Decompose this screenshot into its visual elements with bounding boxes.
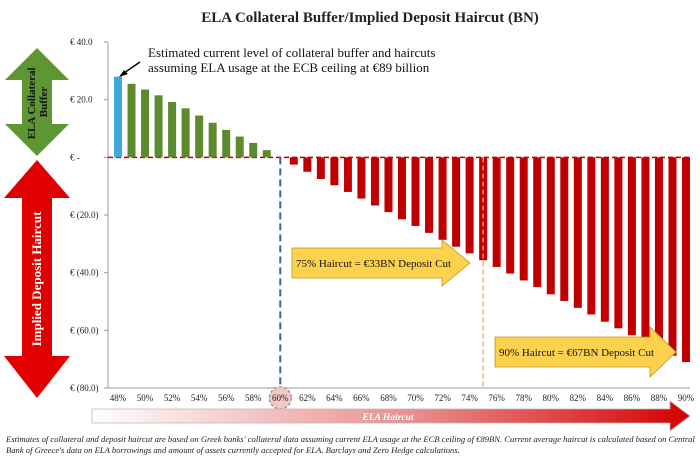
- bar: [614, 157, 623, 329]
- bar: [141, 89, 150, 158]
- bar: [289, 157, 298, 165]
- y-tick-label: € (60.0): [70, 325, 99, 335]
- current-level-bar: [114, 76, 122, 158]
- x-tick-label: 72%: [434, 393, 451, 403]
- x-tick-label: 66%: [353, 393, 370, 403]
- bar: [682, 157, 690, 363]
- bar: [154, 95, 163, 158]
- bar: [235, 136, 244, 158]
- x-axis-arrow: [91, 400, 691, 432]
- buffer-side-arrow: [5, 48, 69, 156]
- x-tick-label: 48%: [110, 393, 127, 403]
- x-tick-label: 52%: [164, 393, 181, 403]
- haircut-90-callout-text: 90% Haircut = €67BN Deposit Cut: [499, 347, 654, 359]
- bar: [222, 129, 231, 158]
- bar: [465, 157, 474, 254]
- bar: [384, 157, 393, 213]
- bar: [249, 142, 258, 158]
- x-tick-label: 64%: [326, 393, 343, 403]
- y-tick-label: € 20.0: [70, 95, 93, 105]
- bar: [330, 157, 339, 186]
- bar: [370, 157, 379, 206]
- bar: [600, 157, 609, 322]
- bar: [181, 108, 190, 158]
- x-tick-label: 60%: [272, 393, 289, 403]
- x-tick-label: 70%: [407, 393, 424, 403]
- bar: [573, 157, 582, 308]
- x-tick-label: 90%: [678, 393, 695, 403]
- bar: [411, 157, 420, 226]
- bar: [452, 157, 461, 247]
- haircut-side-label: Implied Deposit Haircut: [29, 211, 44, 346]
- buffer-side-label: ELA Collateral Buffer: [26, 65, 50, 140]
- y-tick-label: € -: [70, 152, 80, 162]
- haircut-side-arrow: [4, 160, 70, 398]
- bar: [519, 157, 528, 281]
- x-tick-label: 62%: [299, 393, 316, 403]
- x-tick-label: 76%: [488, 393, 505, 403]
- bar: [127, 83, 136, 158]
- x-tick-label: 54%: [191, 393, 208, 403]
- bar: [492, 157, 501, 267]
- current-note: Estimated current level of collateral bu…: [148, 45, 439, 75]
- bar: [641, 157, 650, 342]
- y-tick-label: € 40.0: [70, 37, 93, 47]
- bar: [262, 150, 271, 158]
- chart: ELA Collateral Buffer/Implied Deposit Ha…: [4, 10, 695, 432]
- x-tick-label: 74%: [461, 393, 478, 403]
- x-tick-label: 50%: [137, 393, 154, 403]
- bar: [398, 157, 406, 220]
- footnote: Estimates of collateral and deposit hair…: [6, 434, 695, 455]
- x-tick-label: 88%: [651, 393, 668, 403]
- x-tick-label: 86%: [624, 393, 641, 403]
- bar: [168, 101, 177, 158]
- haircut-90-callout-arrow: [494, 326, 677, 378]
- x-tick-label: 68%: [380, 393, 397, 403]
- x-axis-label: ELA Haircut: [362, 413, 414, 423]
- bar: [668, 157, 677, 356]
- bar: [343, 157, 352, 192]
- bar: [425, 157, 434, 233]
- y-tick-label: € (80.0): [70, 383, 99, 393]
- bar: [533, 157, 542, 288]
- bar: [316, 157, 325, 179]
- bar: [587, 157, 596, 315]
- bar: [627, 157, 636, 336]
- bar: [506, 157, 515, 274]
- bar: [303, 157, 312, 172]
- bar: [654, 157, 663, 350]
- x-tick-label: 84%: [597, 393, 614, 403]
- bar: [195, 115, 204, 158]
- bar: [546, 157, 555, 295]
- y-tick-label: € (20.0): [70, 210, 99, 220]
- y-tick-label: € (40.0): [70, 268, 99, 278]
- bar: [357, 157, 366, 199]
- bar: [438, 157, 447, 240]
- current-note-pointer: [123, 61, 141, 74]
- x-tick-label: 78%: [515, 393, 532, 403]
- bar: [208, 122, 217, 158]
- bar: [560, 157, 569, 301]
- haircut-75-callout-arrow: [291, 239, 471, 287]
- haircut-75-callout-text: 75% Haircut = €33BN Deposit Cut: [296, 258, 451, 270]
- x-tick-label: 80%: [543, 393, 560, 403]
- x-tick-label: 58%: [245, 393, 262, 403]
- current-note-arrowhead: [119, 70, 128, 77]
- x-tick-label: 56%: [218, 393, 235, 403]
- chart-title: ELA Collateral Buffer/Implied Deposit Ha…: [201, 10, 539, 26]
- x-tick-label: 82%: [570, 393, 587, 403]
